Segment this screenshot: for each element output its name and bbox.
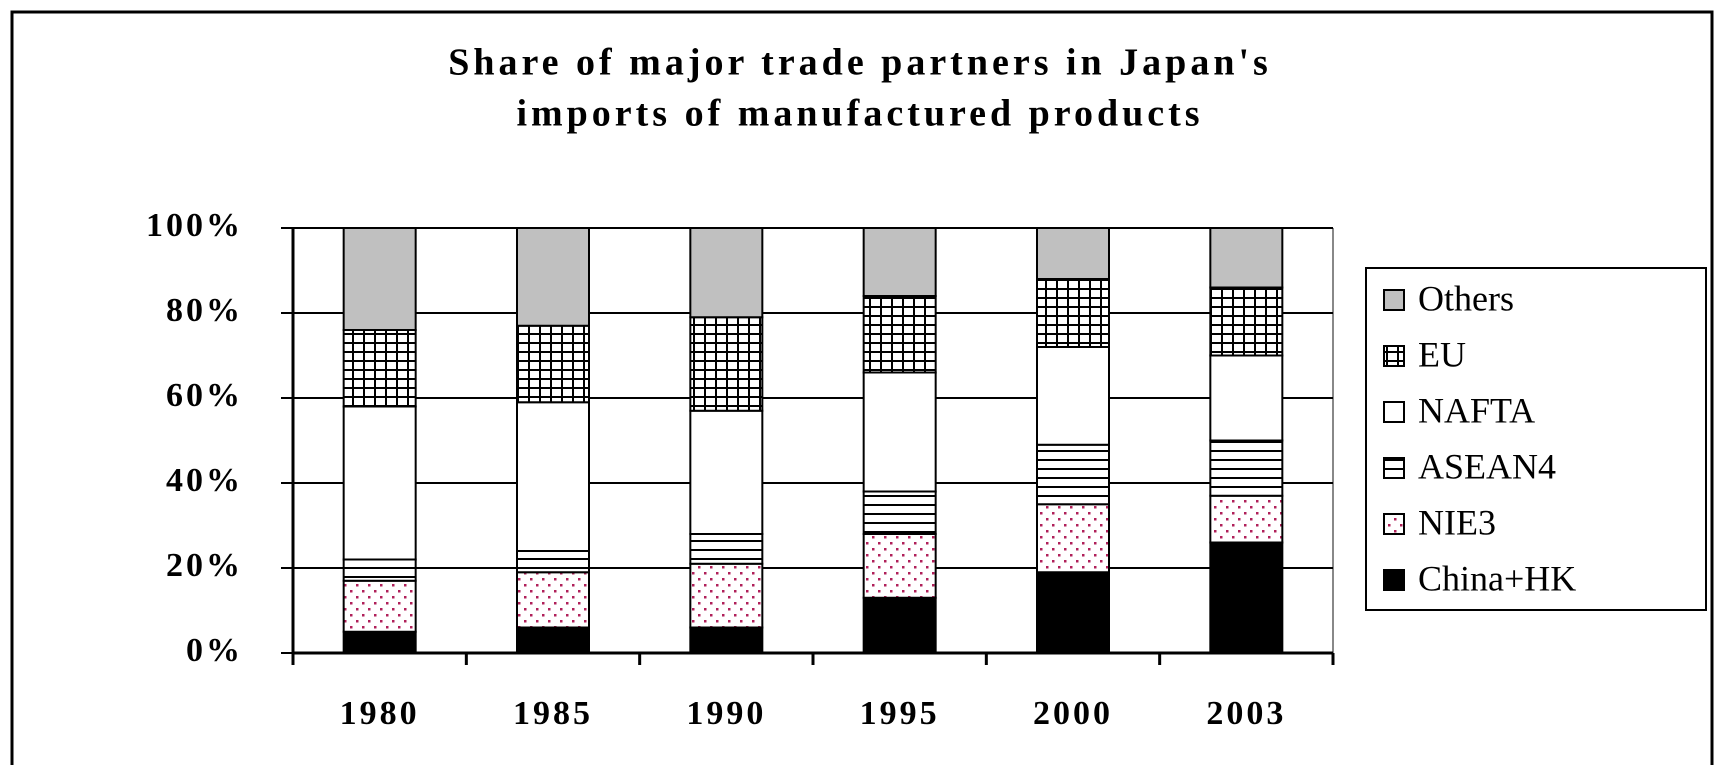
bar-segment: [516, 227, 590, 327]
bar-segment: [862, 227, 937, 297]
legend-swatch: [1383, 569, 1405, 591]
bar-segment: [689, 626, 764, 654]
bar-segment: [689, 316, 764, 412]
legend-swatch: [1383, 289, 1405, 311]
bar-segment: [516, 550, 590, 574]
legend-label: China+HK: [1418, 558, 1576, 598]
bar-segment: [342, 405, 417, 561]
bar-segment: [342, 558, 417, 582]
bar-segment: [689, 227, 764, 319]
bar-segment: [1209, 494, 1284, 544]
bar-segment: [862, 596, 937, 654]
chart-title: imports of manufactured products: [516, 93, 1203, 135]
bar-segment: [689, 533, 764, 565]
legend-swatch: [1383, 457, 1405, 479]
bar-segment: [342, 630, 417, 654]
bar-segment: [516, 626, 590, 654]
bar-segment: [1209, 227, 1284, 289]
bar-segment: [1036, 278, 1110, 348]
bar-segment: [689, 409, 764, 535]
bar-segment: [1209, 286, 1284, 357]
bar-segment: [1036, 503, 1110, 574]
bar-segment: [1036, 571, 1110, 654]
legend-swatch: [1383, 513, 1405, 535]
legend-label: NAFTA: [1418, 390, 1535, 430]
legend-label: NIE3: [1418, 502, 1496, 542]
bar-segment: [862, 490, 937, 535]
bar-segment: [862, 371, 937, 493]
y-tick-label: 100%: [146, 207, 243, 244]
bar-segment: [1209, 354, 1284, 442]
y-tick-label: 20%: [166, 547, 243, 584]
x-tick-label: 1995: [860, 695, 940, 732]
legend-swatch: [1383, 401, 1405, 423]
y-tick-label: 80%: [166, 292, 243, 329]
y-tick-label: 0%: [186, 632, 243, 669]
bar-segment: [342, 329, 417, 408]
bar-segment: [1209, 541, 1284, 654]
x-tick-label: 1980: [340, 695, 420, 732]
legend-box: [1365, 267, 1707, 611]
bar-segment: [516, 324, 590, 404]
bar-segment: [862, 533, 937, 599]
bar-segment: [1036, 227, 1110, 280]
bar-segment: [1036, 443, 1110, 506]
legend-label: EU: [1418, 334, 1466, 374]
x-tick-label: 1985: [513, 695, 593, 732]
legend-label: ASEAN4: [1418, 446, 1556, 486]
x-tick-label: 2000: [1033, 695, 1113, 732]
bar-segment: [342, 579, 417, 633]
bar-segment: [1036, 346, 1110, 446]
legend-label: Others: [1418, 278, 1514, 318]
x-tick-label: 2003: [1206, 695, 1286, 732]
bar-segment: [342, 227, 417, 331]
chart-title: Share of major trade partners in Japan's: [448, 42, 1272, 84]
frame: [10, 10, 1714, 765]
bar-segment: [862, 295, 937, 374]
bar-segment: [516, 571, 590, 629]
y-tick-label: 40%: [166, 462, 243, 499]
bar-segment: [689, 562, 764, 629]
legend-swatch: [1383, 345, 1405, 367]
bar-segment: [516, 401, 590, 552]
bar-segment: [1209, 439, 1284, 497]
y-tick-label: 60%: [166, 377, 243, 414]
x-tick-label: 1990: [686, 695, 766, 732]
